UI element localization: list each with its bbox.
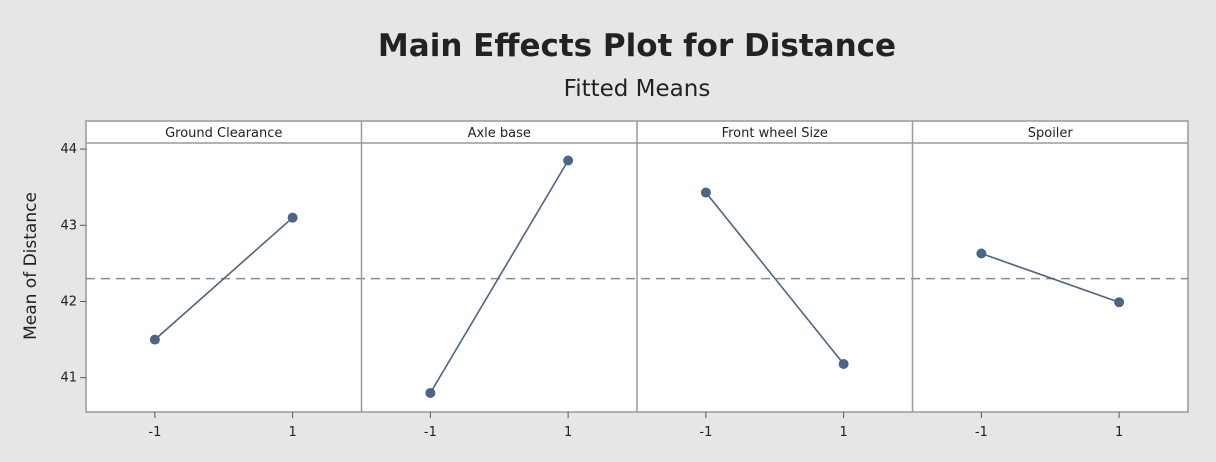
series-line	[154, 217, 294, 341]
x-tick-label: -1	[148, 425, 161, 440]
x-tick-label: -1	[424, 425, 437, 440]
chart-title: Main Effects Plot for Distance	[378, 28, 896, 64]
x-tick-label: 1	[1115, 425, 1123, 440]
x-tick-label: 1	[288, 425, 296, 440]
panel-title: Front wheel Size	[722, 126, 828, 141]
data-point	[838, 358, 849, 369]
x-tick-label: 1	[839, 425, 847, 440]
data-point	[1114, 297, 1125, 308]
chart-subtitle: Fitted Means	[564, 76, 711, 102]
series-line	[705, 192, 845, 365]
data-point	[425, 387, 436, 398]
series-line	[981, 252, 1120, 304]
plot-area: 41 42 43 44 Ground Clearance -1 1 Axle base -1 1 F…	[60, 120, 1189, 440]
y-tick-label: 41	[60, 371, 77, 386]
data-point	[700, 187, 711, 198]
panel-title: Axle base	[468, 126, 531, 141]
panel-title: Spoiler	[1028, 126, 1074, 141]
y-tick-label: 44	[60, 142, 77, 157]
data-point	[976, 248, 987, 259]
series-line	[429, 160, 569, 394]
y-tick-label: 43	[60, 218, 77, 233]
data-point	[563, 155, 574, 166]
y-axis-label: Mean of Distance	[21, 192, 41, 340]
panel-title: Ground Clearance	[165, 126, 282, 141]
data-point	[287, 212, 298, 223]
y-tick-label: 42	[60, 295, 77, 310]
data-point	[149, 334, 160, 345]
x-tick-label: -1	[975, 425, 988, 440]
x-tick-label: 1	[564, 425, 572, 440]
x-tick-label: -1	[699, 425, 712, 440]
